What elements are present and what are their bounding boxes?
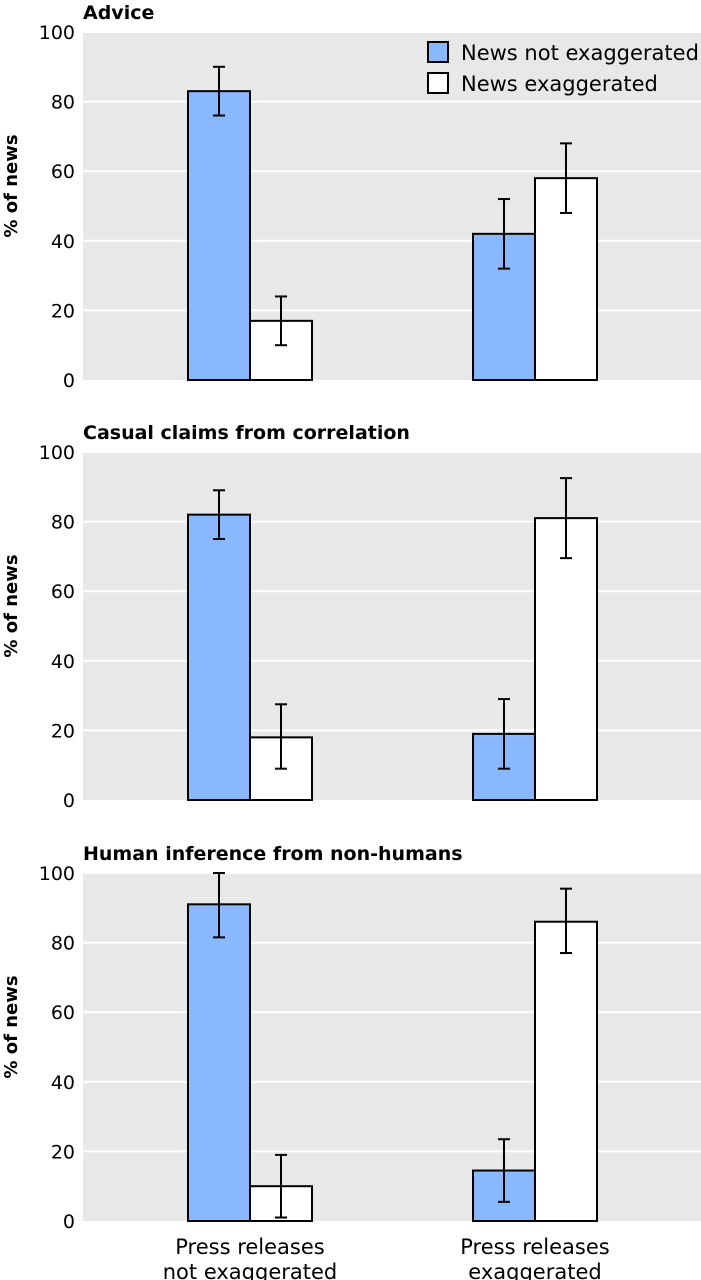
y-tick-label: 80 bbox=[51, 512, 75, 534]
bar bbox=[534, 517, 598, 801]
panel-title: Human inference from non-humans bbox=[83, 843, 463, 865]
y-tick-label: 100 bbox=[39, 863, 75, 885]
panel-title: Casual claims from correlation bbox=[83, 422, 410, 444]
y-tick-label: 20 bbox=[51, 300, 75, 322]
y-tick-label: 0 bbox=[63, 790, 75, 812]
y-axis-label: % of news bbox=[1, 554, 22, 657]
bar bbox=[187, 903, 251, 1222]
x-category-label: Press releases bbox=[175, 1235, 324, 1259]
y-tick-label: 80 bbox=[51, 92, 75, 114]
plot-area bbox=[83, 452, 701, 800]
legend-label: News not exaggerated bbox=[461, 41, 699, 65]
plot-area bbox=[83, 873, 701, 1221]
bar bbox=[187, 90, 251, 381]
y-tick-label: 80 bbox=[51, 933, 75, 955]
y-tick-label: 20 bbox=[51, 1141, 75, 1163]
y-tick-label: 40 bbox=[51, 651, 75, 673]
legend-swatch bbox=[427, 41, 449, 63]
bar bbox=[534, 920, 598, 1222]
y-axis-label: % of news bbox=[1, 975, 22, 1078]
legend-swatch bbox=[427, 72, 449, 94]
y-tick-label: 100 bbox=[39, 442, 75, 464]
y-tick-label: 40 bbox=[51, 231, 75, 253]
y-tick-label: 100 bbox=[39, 22, 75, 44]
y-tick-label: 0 bbox=[63, 370, 75, 392]
y-tick-label: 60 bbox=[51, 1002, 75, 1024]
x-category-label: exaggerated bbox=[468, 1260, 601, 1280]
y-axis-label: % of news bbox=[1, 134, 22, 237]
bar bbox=[187, 513, 251, 801]
y-tick-label: 60 bbox=[51, 161, 75, 183]
x-category-label: Press releases bbox=[460, 1235, 609, 1259]
legend-label: News exaggerated bbox=[461, 72, 658, 96]
y-tick-label: 40 bbox=[51, 1072, 75, 1094]
x-category-label: not exaggerated bbox=[163, 1260, 337, 1280]
y-tick-label: 60 bbox=[51, 581, 75, 603]
panel-title: Advice bbox=[83, 2, 154, 24]
y-tick-label: 20 bbox=[51, 720, 75, 742]
y-tick-label: 0 bbox=[63, 1211, 75, 1233]
